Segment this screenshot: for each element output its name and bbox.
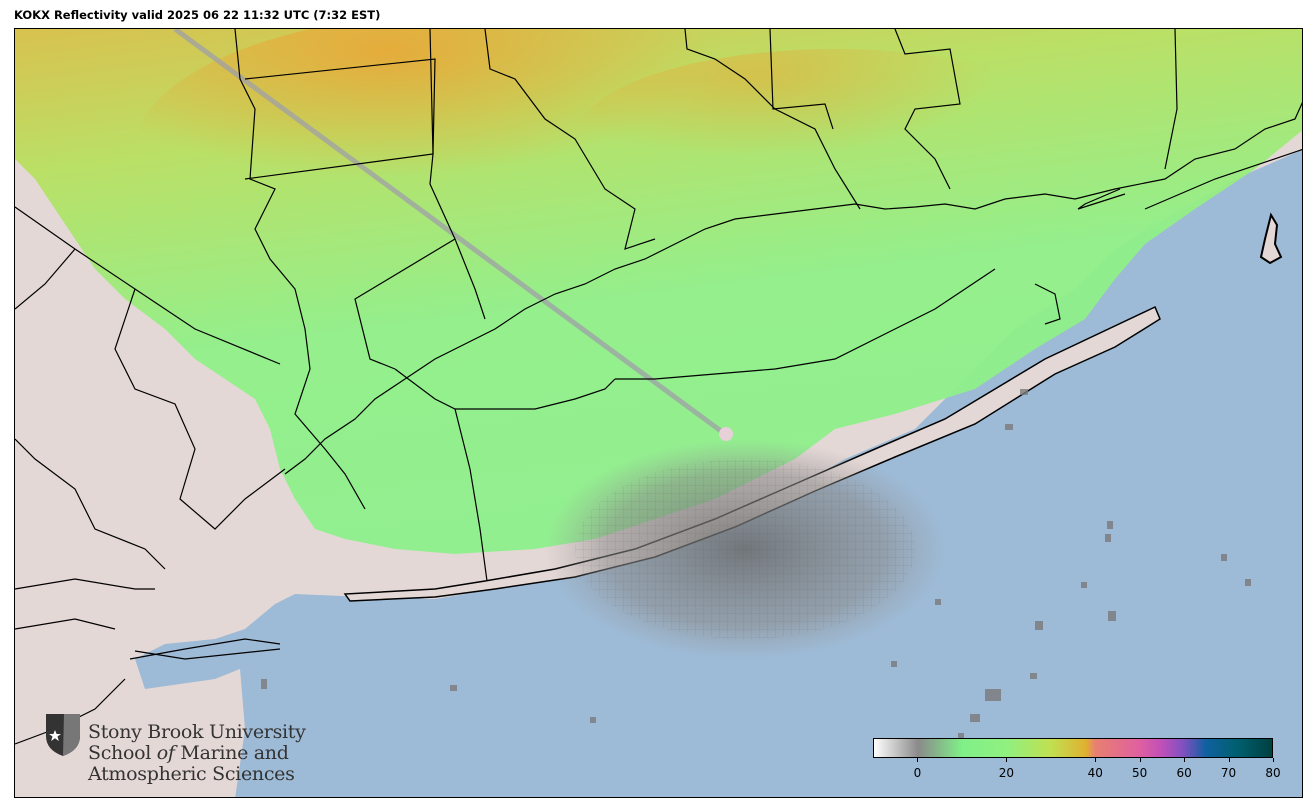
reflectivity-colorbar — [873, 738, 1273, 758]
colorbar-tick-label: 20 — [998, 766, 1014, 780]
beam-streak — [173, 29, 727, 437]
colorbar-tick-label: 50 — [1132, 766, 1148, 780]
sea-clutter-grid — [575, 459, 915, 639]
colorbar-tick-label: 80 — [1265, 766, 1281, 780]
clutter-pixels — [261, 389, 1251, 739]
logo-line-2: School of Marine and — [88, 742, 289, 764]
block-island — [1259, 212, 1283, 265]
logo-line-1: Stony Brook University — [88, 721, 306, 743]
radar-map[interactable] — [14, 28, 1303, 798]
boundaries — [15, 29, 1302, 745]
logo-line-3: Atmospheric Sciences — [88, 763, 295, 785]
colorbar-tick-label: 0 — [913, 766, 922, 780]
colorbar-tick-label: 70 — [1220, 766, 1237, 780]
colorbar-tick-label: 40 — [1087, 766, 1103, 780]
colorbar-tick — [917, 758, 919, 762]
radar-site-marker[interactable] — [719, 427, 733, 441]
colorbar-tick — [1184, 758, 1186, 762]
colorbar-tick — [1006, 758, 1008, 762]
university-logo — [44, 712, 82, 762]
shield-star-icon — [46, 714, 80, 756]
colorbar-tick-label: 60 — [1176, 766, 1192, 780]
colorbar-tick — [1095, 758, 1097, 762]
map-title: KOKX Reflectivity valid 2025 06 22 11:32… — [14, 8, 381, 22]
colorbar-tick — [1273, 758, 1274, 762]
colorbar-tick — [1139, 758, 1141, 762]
university-logo-text: Stony Brook University School of Marine … — [88, 722, 306, 785]
colorbar-tick — [1228, 758, 1230, 762]
heavy-echo-core-2 — [575, 49, 1095, 229]
